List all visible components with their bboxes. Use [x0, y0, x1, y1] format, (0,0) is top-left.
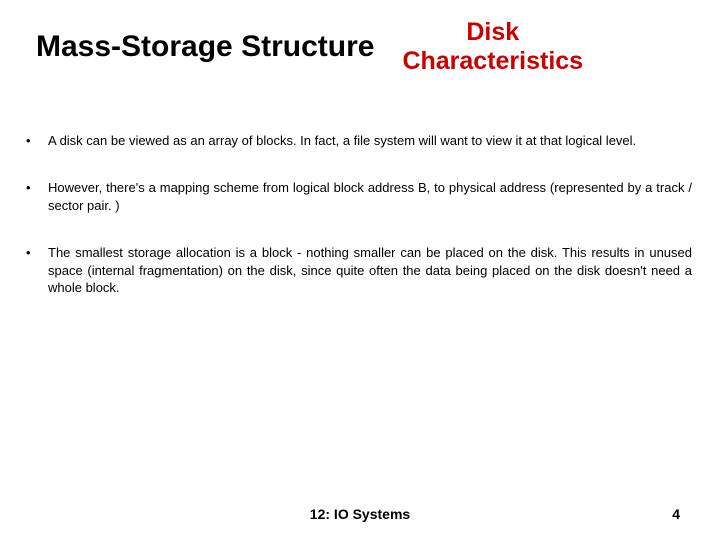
slide: Mass-Storage Structure Disk Characterist…: [0, 0, 720, 540]
bullet-marker: •: [24, 244, 48, 262]
slide-footer: 12: IO Systems 4: [0, 506, 720, 522]
slide-title: Mass-Storage Structure: [36, 30, 374, 64]
bullet-marker: •: [24, 132, 48, 150]
bullet-text: The smallest storage allocation is a blo…: [48, 244, 692, 297]
bullet-item: • A disk can be viewed as an array of bl…: [24, 132, 692, 150]
subtitle-line-1: Disk: [466, 18, 519, 46]
bullet-text: However, there's a mapping scheme from l…: [48, 179, 692, 214]
bullet-marker: •: [24, 179, 48, 197]
bullet-list: • A disk can be viewed as an array of bl…: [0, 132, 720, 297]
subtitle-line-2: Characteristics: [402, 47, 583, 75]
page-number: 4: [672, 506, 680, 522]
bullet-item: • However, there's a mapping scheme from…: [24, 179, 692, 214]
bullet-text: A disk can be viewed as an array of bloc…: [48, 132, 692, 150]
slide-header: Mass-Storage Structure Disk Characterist…: [0, 0, 720, 76]
footer-center-text: 12: IO Systems: [310, 506, 410, 522]
bullet-item: • The smallest storage allocation is a b…: [24, 244, 692, 297]
slide-subtitle: Disk Characteristics: [402, 18, 583, 76]
